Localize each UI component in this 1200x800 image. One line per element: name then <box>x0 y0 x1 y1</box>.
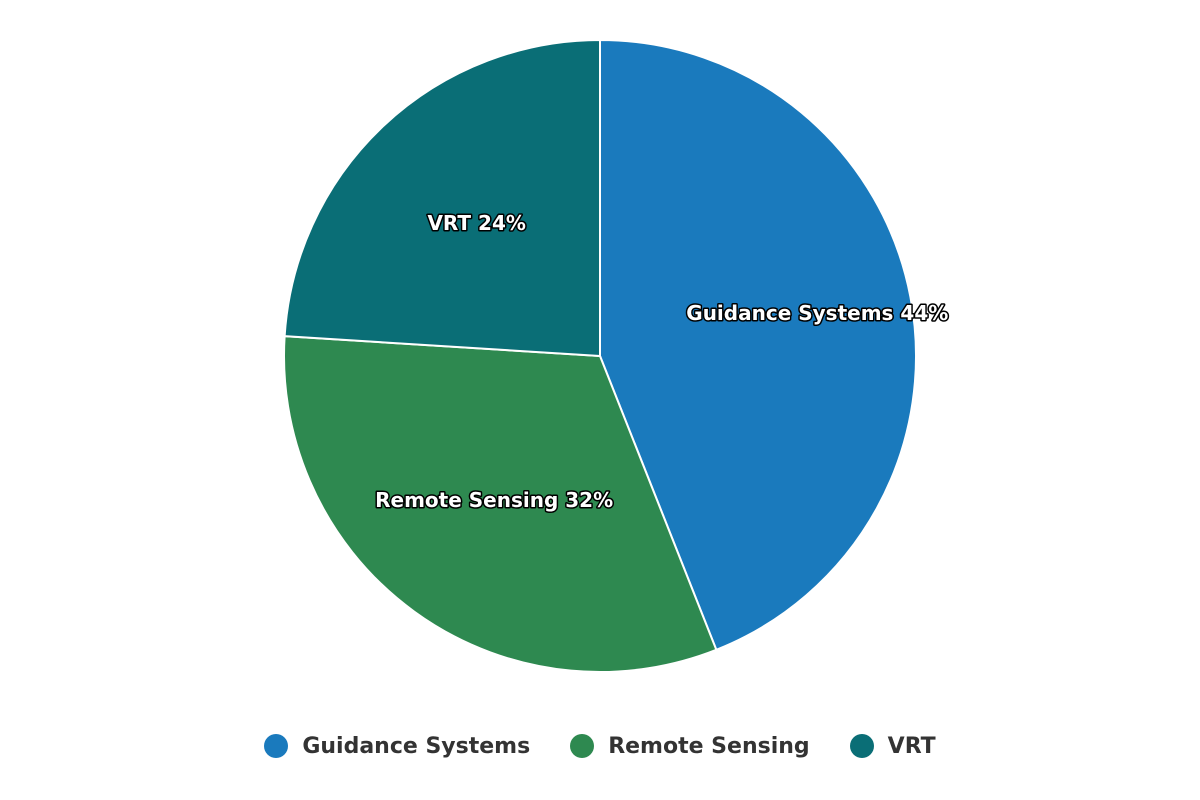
legend-swatch-vrt <box>849 734 874 758</box>
pie-slices <box>283 38 917 673</box>
pie-chart-plot: Guidance Systems 44% Remote Sensing 32% VR… <box>283 38 950 673</box>
pie-data-labels: Guidance Systems 44% Remote Sensing 32% VR… <box>374 210 950 514</box>
legend-swatch-guidance-systems <box>264 734 289 758</box>
legend-item-remote-sensing[interactable]: Remote Sensing <box>570 733 810 759</box>
data-label-guidance-systems: Guidance Systems 44% <box>686 301 948 325</box>
legend-swatch-remote-sensing <box>570 734 595 758</box>
data-label-vrt: VRT 24% <box>427 211 525 235</box>
legend-label-guidance-systems: Guidance Systems <box>302 733 531 759</box>
legend-item-vrt[interactable]: VRT <box>849 733 936 759</box>
pie-slice-guidance-systems[interactable] <box>599 38 917 652</box>
chart-legend: Guidance Systems Remote Sensing VRT <box>0 724 1200 768</box>
pie-slice-remote-sensing[interactable] <box>283 335 718 673</box>
pie-slice-vrt[interactable] <box>283 38 601 358</box>
legend-label-remote-sensing: Remote Sensing <box>608 733 810 759</box>
legend-item-guidance-systems[interactable]: Guidance Systems <box>264 734 530 759</box>
data-label-remote-sensing: Remote Sensing 32% <box>375 488 613 512</box>
legend-label-vrt: VRT <box>887 733 936 759</box>
